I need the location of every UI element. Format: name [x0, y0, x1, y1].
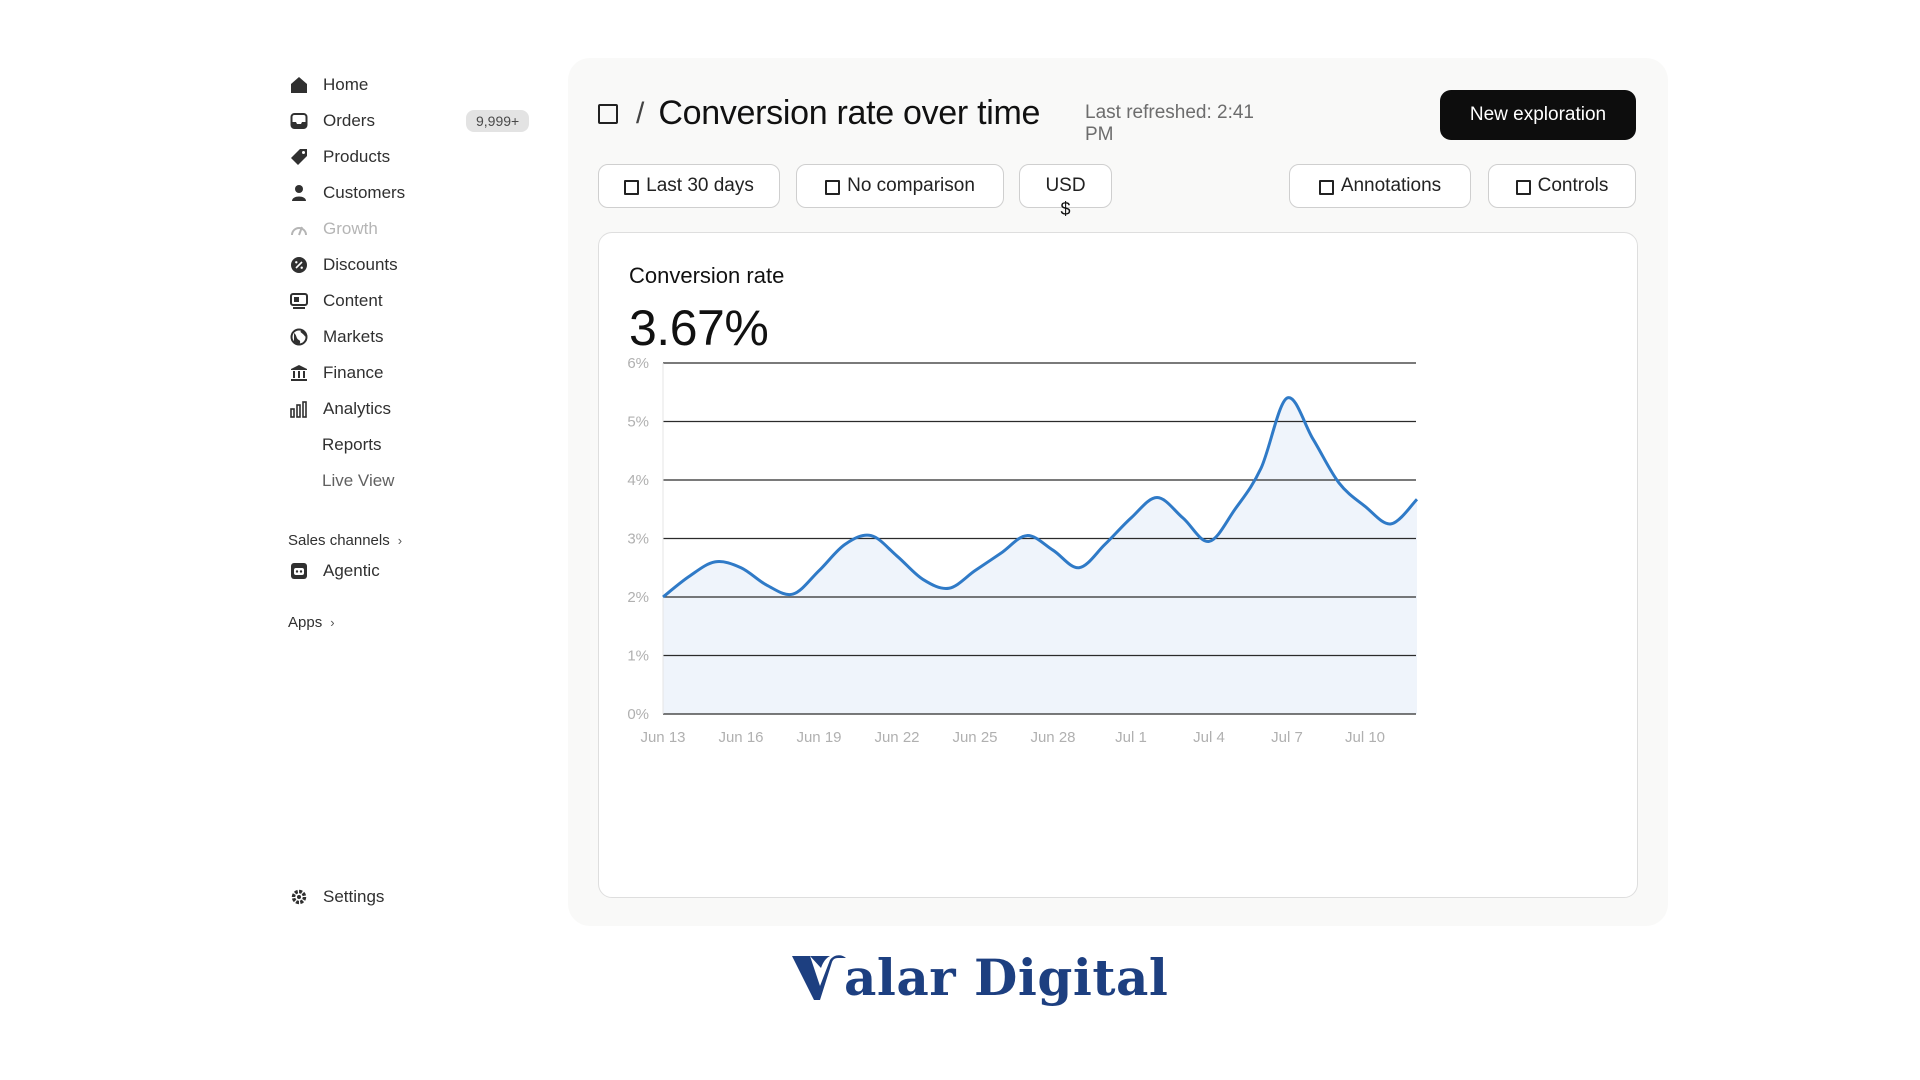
- comparison-button[interactable]: No comparison: [796, 164, 1004, 208]
- apps-label: Apps: [288, 614, 323, 631]
- sidebar-item-agentic[interactable]: Agentic: [288, 556, 538, 586]
- x-tick-label: Jul 4: [1193, 729, 1225, 746]
- metric-label: Conversion rate: [629, 263, 785, 288]
- sidebar-item-label: Finance: [323, 363, 384, 382]
- metric-value: 3.67%: [629, 300, 769, 356]
- sidebar-item-markets[interactable]: Markets: [288, 322, 538, 352]
- y-tick-label: 3%: [627, 531, 649, 548]
- title-row: / Conversion rate over time: [598, 94, 1040, 133]
- comparison-label: No comparison: [847, 175, 975, 196]
- y-tick-label: 1%: [627, 648, 649, 665]
- last-refreshed-text: Last refreshed: 2:41 PM: [1085, 102, 1254, 145]
- checkbox-icon: [624, 179, 640, 195]
- y-tick-label: 4%: [627, 472, 649, 489]
- date-range-label: Last 30 days: [646, 175, 754, 196]
- controls-label: Controls: [1537, 175, 1609, 196]
- sidebar-item-growth[interactable]: Growth: [288, 214, 538, 244]
- chevron-right-icon: ›: [330, 615, 335, 630]
- gear-icon: [288, 886, 310, 908]
- sidebar-item-settings[interactable]: Settings: [288, 882, 538, 912]
- x-tick-label: Jun 25: [952, 729, 997, 746]
- sales-channels-header[interactable]: Sales channels ›: [288, 532, 402, 549]
- globe-icon: [288, 326, 310, 348]
- y-tick-label: 5%: [627, 414, 649, 431]
- currency-label: USD: [1045, 175, 1086, 196]
- tag-icon: [288, 146, 310, 168]
- checkbox-icon: [1515, 179, 1531, 195]
- sidebar-item-products[interactable]: Products: [288, 142, 538, 172]
- area-fill: [663, 397, 1417, 714]
- sidebar-item-discounts[interactable]: Discounts: [288, 250, 538, 280]
- date-range-button[interactable]: Last 30 days: [598, 164, 780, 208]
- x-tick-label: Jun 19: [796, 729, 841, 746]
- y-tick-label: 6%: [627, 355, 649, 372]
- person-icon: [288, 182, 310, 204]
- sidebar-item-customers[interactable]: Customers: [288, 178, 538, 208]
- breadcrumb-separator: /: [636, 96, 645, 130]
- sidebar-item-label: Discounts: [323, 255, 398, 274]
- chevron-right-icon: ›: [397, 533, 403, 548]
- sidebar-item-label: Content: [323, 291, 383, 310]
- bank-icon: [288, 362, 310, 384]
- x-tick-label: Jun 13: [640, 729, 685, 746]
- bar-chart-icon: [288, 398, 310, 420]
- robot-icon: [288, 560, 310, 582]
- x-tick-label: Jul 7: [1271, 729, 1303, 746]
- sales-channels-label: Sales channels: [288, 532, 390, 549]
- sidebar-item-label: Home: [323, 75, 369, 94]
- annotations-button[interactable]: Annotations: [1289, 164, 1471, 208]
- sidebar-item-label: Agentic: [323, 561, 380, 580]
- conversion-rate-chart: 0% 1% 2% 3% 4% 5% 6% Jun 13 Jun 16 Jun 19 Jun 22 Ju…: [627, 355, 1419, 746]
- sidebar-item-label: Orders: [323, 111, 375, 130]
- sidebar-item-home[interactable]: Home: [288, 70, 538, 100]
- series-line: [662, 396, 1419, 599]
- new-exploration-button[interactable]: New exploration: [1440, 90, 1636, 140]
- sidebar-item-reports[interactable]: Reports: [288, 430, 538, 460]
- x-tick-label: Jun 28: [1030, 729, 1075, 746]
- sidebar-item-finance[interactable]: Finance: [288, 358, 538, 388]
- x-tick-label: Jun 16: [718, 729, 763, 746]
- page-title: Conversion rate over time: [658, 94, 1041, 132]
- sidebar-item-content[interactable]: Content: [288, 286, 538, 316]
- inbox-icon: [288, 110, 310, 132]
- orders-count-badge: 9,999+: [466, 110, 530, 132]
- logo-text: alar Digital: [844, 948, 1169, 1007]
- controls-button[interactable]: Controls: [1488, 164, 1636, 208]
- sidebar-item-label: Reports: [322, 435, 382, 454]
- sidebar-item-label: Analytics: [323, 399, 392, 418]
- sidebar-item-live-view[interactable]: Live View: [288, 466, 538, 496]
- content-icon: [288, 290, 310, 312]
- checkbox-icon: [825, 179, 841, 195]
- valar-digital-logo: alar Digital: [790, 948, 1168, 1007]
- home-icon: [288, 74, 310, 96]
- apps-header[interactable]: Apps ›: [288, 614, 335, 631]
- sidebar-item-label: Products: [323, 147, 391, 166]
- y-tick-label: 0%: [627, 706, 649, 723]
- sidebar-item-label: Markets: [323, 327, 384, 346]
- sidebar-item-label: Live View: [322, 471, 395, 490]
- sidebar-item-analytics[interactable]: Analytics: [288, 394, 538, 424]
- sidebar-item-label: Customers: [323, 183, 406, 202]
- currency-symbol: $: [1060, 199, 1071, 219]
- gauge-icon: [288, 218, 310, 240]
- x-tick-label: Jul 10: [1345, 729, 1385, 746]
- discount-icon: [288, 254, 310, 276]
- main-panel: / Conversion rate over time Last refresh…: [568, 58, 1668, 926]
- currency-button[interactable]: USD $: [1019, 164, 1112, 219]
- chart-card: Conversion rate 3.67% 0% 1% 2% 3% 4% 5% 6% Jun …: [598, 232, 1638, 898]
- sidebar-item-label: Growth: [323, 219, 378, 238]
- sidebar-item-orders[interactable]: Orders 9,999+: [288, 106, 538, 136]
- x-tick-label: Jul 1: [1115, 729, 1147, 746]
- checkbox-icon[interactable]: [598, 103, 618, 124]
- y-tick-label: 2%: [627, 589, 649, 606]
- sidebar-item-label: Settings: [323, 887, 385, 906]
- v-logo-mark: [792, 954, 846, 1000]
- annotations-label: Annotations: [1340, 175, 1442, 196]
- x-tick-label: Jun 22: [874, 729, 919, 746]
- checkbox-icon: [1318, 179, 1334, 195]
